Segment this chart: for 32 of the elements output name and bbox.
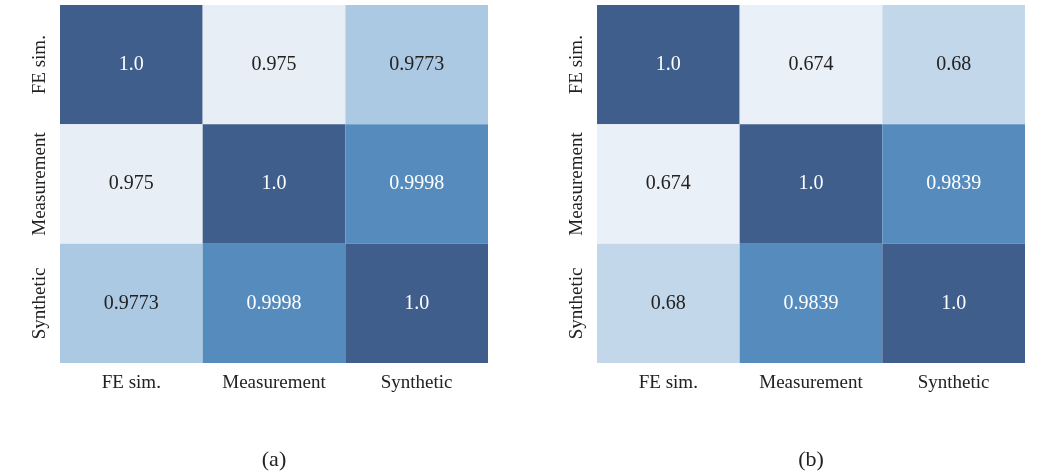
data-label: 0.975 <box>251 51 297 74</box>
y-tick-label: Synthetic <box>27 267 49 340</box>
data-label: 0.9839 <box>926 171 982 194</box>
data-label: 1.0 <box>118 51 144 74</box>
data-label: 1.0 <box>261 171 287 194</box>
data-label: 0.674 <box>788 51 834 74</box>
y-tick-label: FE sim. <box>564 35 586 95</box>
x-tick-label: FE sim. <box>638 370 698 392</box>
data-label: 1.0 <box>655 51 681 74</box>
y-tick-label: Measurement <box>564 131 586 236</box>
data-label: 0.9773 <box>103 290 159 313</box>
x-tick-label: Synthetic <box>380 370 453 392</box>
data-label: 0.674 <box>645 171 691 194</box>
data-label: 0.9998 <box>246 290 302 313</box>
data-label: 0.9773 <box>389 51 445 74</box>
x-tick-label: Measurement <box>759 370 864 392</box>
y-tick-label: Synthetic <box>564 267 586 340</box>
y-tick-label: FE sim. <box>27 35 49 95</box>
data-label: 0.9998 <box>389 171 445 194</box>
text: (a) <box>261 445 287 471</box>
data-label: 1.0 <box>404 290 430 313</box>
x-tick-label: Measurement <box>222 370 327 392</box>
data-label: 1.0 <box>798 171 824 194</box>
x-tick-label: Synthetic <box>917 370 990 392</box>
data-label: 0.68 <box>936 51 972 74</box>
x-tick-label: FE sim. <box>101 370 161 392</box>
data-label: 0.9839 <box>783 290 839 313</box>
data-label: 0.975 <box>108 171 154 194</box>
text: (b) <box>798 445 824 471</box>
data-label: 0.68 <box>650 290 686 313</box>
y-tick-label: Measurement <box>27 131 49 236</box>
data-label: 1.0 <box>941 290 967 313</box>
